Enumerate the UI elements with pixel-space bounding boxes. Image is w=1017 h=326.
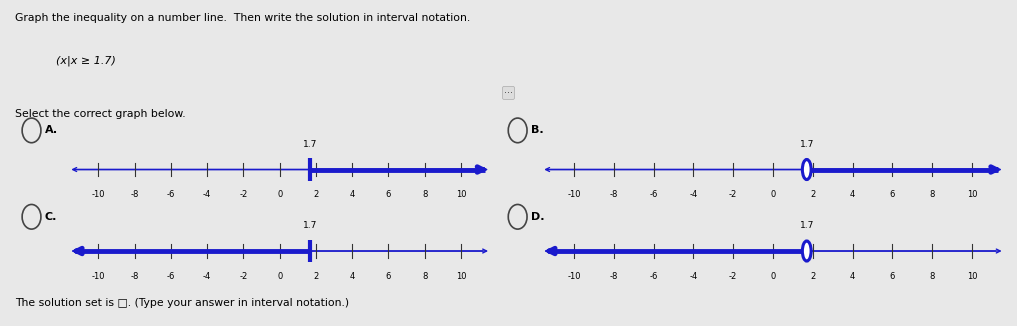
Circle shape (802, 241, 812, 261)
Text: 1.7: 1.7 (303, 221, 317, 230)
Text: -10: -10 (92, 190, 105, 199)
Text: -8: -8 (130, 190, 139, 199)
Text: Select the correct graph below.: Select the correct graph below. (15, 109, 186, 119)
Text: A.: A. (45, 126, 58, 135)
Text: 8: 8 (422, 190, 427, 199)
Text: -6: -6 (649, 190, 658, 199)
Text: 6: 6 (385, 272, 392, 281)
Text: 6: 6 (890, 272, 895, 281)
Text: 10: 10 (456, 190, 466, 199)
Text: 6: 6 (385, 190, 392, 199)
Text: -8: -8 (609, 272, 618, 281)
Text: -4: -4 (203, 190, 212, 199)
Text: 10: 10 (966, 190, 977, 199)
Text: -2: -2 (239, 272, 247, 281)
Text: -6: -6 (649, 272, 658, 281)
Text: 2: 2 (811, 190, 816, 199)
Text: 2: 2 (313, 190, 318, 199)
Text: B.: B. (531, 126, 543, 135)
Text: (x|x ≥ 1.7): (x|x ≥ 1.7) (56, 55, 116, 66)
Text: -2: -2 (729, 190, 737, 199)
Text: -10: -10 (92, 272, 105, 281)
Text: 6: 6 (890, 190, 895, 199)
Text: C.: C. (45, 212, 57, 222)
Text: 0: 0 (770, 272, 776, 281)
Text: 8: 8 (930, 190, 935, 199)
Text: 1.7: 1.7 (799, 140, 814, 149)
Text: -2: -2 (729, 272, 737, 281)
Text: -4: -4 (690, 272, 698, 281)
Text: 8: 8 (930, 272, 935, 281)
Text: 10: 10 (966, 272, 977, 281)
Text: 4: 4 (850, 272, 855, 281)
Text: -2: -2 (239, 190, 247, 199)
Text: 0: 0 (277, 272, 283, 281)
Text: The solution set is □. (Type your answer in interval notation.): The solution set is □. (Type your answer… (15, 298, 350, 308)
Text: 8: 8 (422, 272, 427, 281)
Text: 0: 0 (770, 190, 776, 199)
Text: D.: D. (531, 212, 544, 222)
Text: 2: 2 (811, 272, 816, 281)
Text: -4: -4 (203, 272, 212, 281)
Text: 4: 4 (850, 190, 855, 199)
Text: 1.7: 1.7 (303, 140, 317, 149)
Text: -10: -10 (567, 272, 581, 281)
Text: -4: -4 (690, 190, 698, 199)
Text: -10: -10 (567, 190, 581, 199)
Circle shape (802, 159, 812, 180)
Text: 2: 2 (313, 272, 318, 281)
Text: ···: ··· (504, 88, 513, 98)
Text: -6: -6 (167, 190, 175, 199)
Text: 0: 0 (277, 190, 283, 199)
Text: Graph the inequality on a number line.  Then write the solution in interval nota: Graph the inequality on a number line. T… (15, 13, 471, 23)
Text: 4: 4 (350, 272, 355, 281)
Text: 4: 4 (350, 190, 355, 199)
Text: -6: -6 (167, 272, 175, 281)
Text: -8: -8 (130, 272, 139, 281)
Text: -8: -8 (609, 190, 618, 199)
Text: 10: 10 (456, 272, 466, 281)
Text: 1.7: 1.7 (799, 221, 814, 230)
